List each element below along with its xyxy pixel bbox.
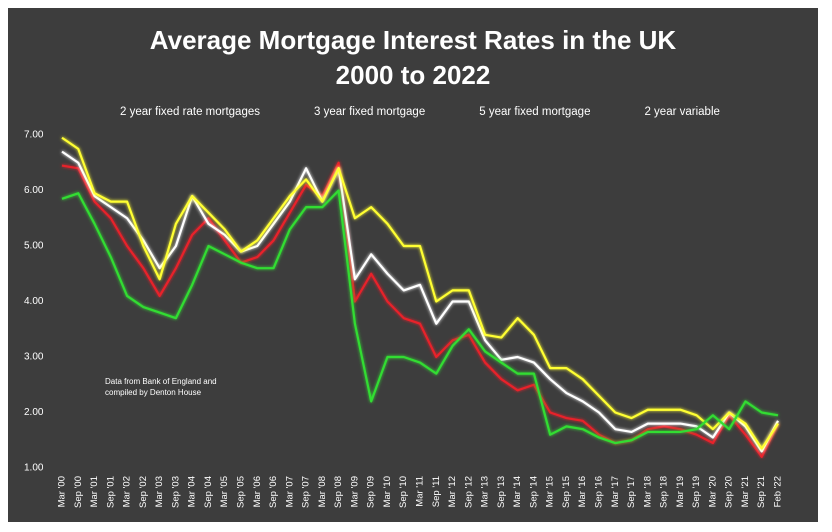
x-tick-label: Mar '21 xyxy=(740,476,751,507)
x-tick-label: Mar '08 xyxy=(317,476,328,507)
x-tick-label: Sep '02 xyxy=(138,476,149,508)
legend-label: 2 year variable xyxy=(644,106,719,118)
y-tick-label: 2.00 xyxy=(24,407,44,418)
x-tick-label: Mar '06 xyxy=(252,476,263,507)
x-tick-label: Sep '14 xyxy=(528,476,539,508)
chart-background xyxy=(8,8,818,522)
x-tick-label: Mar '00 xyxy=(57,476,68,507)
x-tick-label: Sep '06 xyxy=(268,476,279,508)
x-tick-label: Sep '07 xyxy=(301,476,312,508)
x-tick-label: Mar '14 xyxy=(512,476,523,507)
x-tick-label: Sep '08 xyxy=(333,476,344,508)
x-tick-label: Feb '22 xyxy=(773,476,784,507)
x-tick-label: Mar '19 xyxy=(675,476,686,507)
legend-label: 5 year fixed mortgage xyxy=(479,106,590,118)
x-tick-label: Mar '15 xyxy=(545,476,556,507)
legend-label: 3 year fixed mortgage xyxy=(314,106,425,118)
x-tick-label: Sep '00 xyxy=(73,476,84,508)
annotation: compiled by Denton House xyxy=(105,388,202,397)
x-tick-label: Mar '03 xyxy=(154,476,165,507)
x-tick-label: Mar '11 xyxy=(415,476,426,507)
x-tick-label: Mar '05 xyxy=(219,476,230,507)
x-tick-label: Sep '18 xyxy=(659,476,670,508)
series-line xyxy=(61,161,779,458)
x-tick-label: Sep '11 xyxy=(431,476,442,507)
x-tick-label: Sep '16 xyxy=(594,476,605,508)
chart-title: 2000 to 2022 xyxy=(336,60,491,90)
x-tick-label: Mar '18 xyxy=(642,476,653,507)
x-tick-label: Sep '19 xyxy=(691,476,702,508)
x-tick-label: Sep '05 xyxy=(236,476,247,508)
x-tick-label: Sep '12 xyxy=(463,476,474,508)
series-line xyxy=(61,150,779,453)
x-tick-label: Sep '03 xyxy=(170,476,181,508)
x-tick-label: Sep '21 xyxy=(756,476,767,508)
y-tick-label: 5.00 xyxy=(24,241,44,252)
x-tick-label: Sep '20 xyxy=(724,476,735,508)
x-tick-label: Sep '17 xyxy=(626,476,637,508)
x-tick-label: Mar '09 xyxy=(349,476,360,507)
chart-title: Average Mortgage Interest Rates in the U… xyxy=(150,25,677,55)
x-tick-label: Mar '01 xyxy=(89,476,100,507)
y-tick-label: 4.00 xyxy=(24,296,44,307)
x-tick-label: Mar '07 xyxy=(284,476,295,507)
x-tick-label: Sep '09 xyxy=(366,476,377,508)
y-tick-label: 6.00 xyxy=(24,185,44,196)
x-tick-label: Sep '13 xyxy=(496,476,507,508)
x-tick-label: Sep '15 xyxy=(561,476,572,508)
x-tick-label: Mar '13 xyxy=(480,476,491,507)
y-tick-label: 1.00 xyxy=(24,463,44,474)
series-line xyxy=(61,189,779,445)
x-tick-label: Mar '02 xyxy=(122,476,133,507)
x-tick-label: Mar '04 xyxy=(187,476,198,507)
x-tick-label: Mar '20 xyxy=(707,476,718,507)
x-tick-label: Sep '04 xyxy=(203,476,214,508)
annotation: Data from Bank of England and xyxy=(105,377,217,386)
legend-label: 2 year fixed rate mortgages xyxy=(120,106,260,118)
x-tick-label: Mar '17 xyxy=(610,476,621,507)
y-tick-label: 7.00 xyxy=(24,130,44,141)
y-tick-label: 3.00 xyxy=(24,352,44,363)
x-tick-label: Sep '10 xyxy=(398,476,409,508)
x-tick-label: Mar '12 xyxy=(447,476,458,507)
x-tick-label: Mar '10 xyxy=(382,476,393,507)
x-tick-label: Sep '01 xyxy=(105,476,116,508)
x-tick-label: Mar '16 xyxy=(577,476,588,507)
series-line xyxy=(61,136,779,450)
